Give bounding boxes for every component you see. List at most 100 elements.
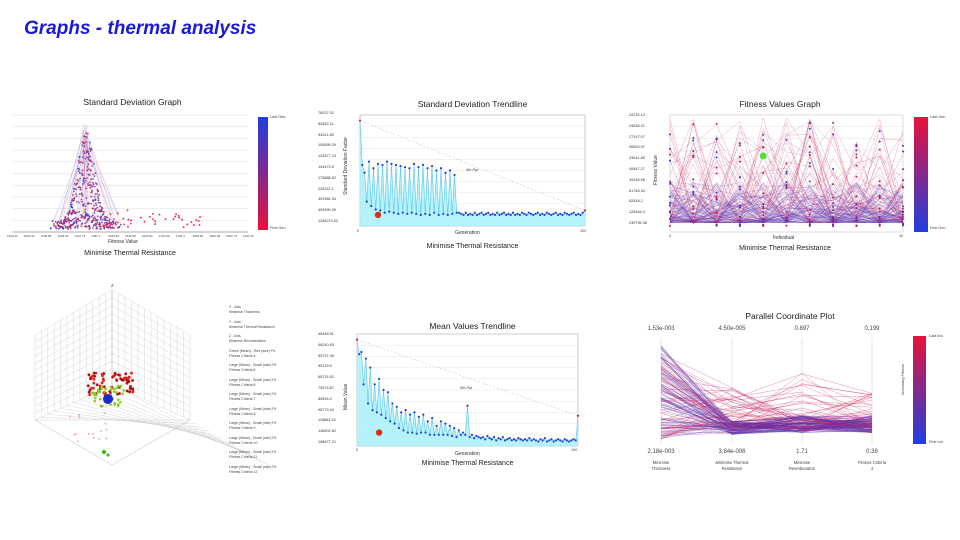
data-point	[738, 144, 741, 147]
trend-line	[356, 339, 579, 416]
data-point	[76, 226, 79, 229]
data-point	[158, 213, 161, 216]
data-point	[419, 213, 422, 216]
series-line	[82, 150, 86, 219]
y-tick-label: 94241.80	[318, 132, 334, 137]
gridline	[34, 289, 113, 336]
data-point	[832, 133, 835, 136]
data-point	[87, 218, 89, 221]
data-point	[692, 150, 695, 153]
data-point	[785, 219, 788, 222]
data-point	[692, 220, 695, 223]
data-point	[808, 121, 811, 124]
data-point	[417, 415, 420, 418]
y-tick-label: 73974.87	[318, 385, 334, 390]
data-point	[75, 193, 78, 195]
data-point	[419, 431, 423, 434]
data-point	[80, 225, 83, 228]
series-line	[669, 184, 904, 223]
data-point	[428, 213, 431, 216]
data-point	[49, 227, 52, 229]
data-point	[76, 182, 78, 185]
series-line	[669, 139, 904, 223]
data-point	[855, 219, 858, 222]
data-point	[415, 432, 418, 435]
y-tick-label: 33041.83	[629, 156, 645, 161]
data-point	[73, 187, 75, 190]
data-point	[491, 212, 494, 215]
data-point	[561, 440, 564, 443]
data-point	[61, 225, 64, 228]
data-point	[552, 440, 555, 443]
series-line	[67, 127, 85, 222]
data-point	[81, 203, 84, 206]
data-point	[538, 213, 542, 216]
x-axis-label: Fitness Value	[108, 239, 138, 245]
data-point	[112, 218, 115, 221]
colorbar	[914, 117, 928, 232]
data-point	[451, 212, 454, 215]
series-line	[660, 399, 873, 424]
data-point	[192, 224, 195, 227]
data-point	[738, 206, 741, 209]
y-tick-label: 27197.07	[629, 134, 645, 139]
data-point	[58, 225, 61, 227]
data-point	[106, 219, 109, 222]
data-point	[67, 219, 70, 221]
y-tick-label: 49240.63	[318, 342, 334, 347]
x-tick-end: 100	[580, 229, 587, 233]
series-line	[669, 207, 904, 223]
data-point	[832, 221, 835, 224]
series-line	[669, 189, 904, 223]
data-point	[92, 162, 95, 165]
gridline	[111, 368, 191, 407]
data-point	[370, 204, 373, 208]
data-point	[91, 164, 94, 167]
series-line	[669, 132, 904, 223]
data-point	[98, 390, 102, 393]
data-point	[116, 212, 119, 215]
data-point	[902, 186, 904, 189]
data-point	[435, 169, 438, 172]
data-point	[376, 162, 380, 165]
x-tick-label: 2102.16	[243, 234, 254, 238]
data-point	[98, 437, 101, 440]
series-line	[669, 188, 904, 223]
data-point	[177, 214, 180, 217]
data-point	[527, 211, 530, 214]
data-point	[358, 353, 361, 356]
data-point	[369, 366, 372, 369]
data-point	[53, 224, 55, 227]
data-point	[84, 157, 87, 160]
y-tick-label: 98773.44	[318, 407, 334, 412]
data-point	[902, 213, 904, 216]
series-line	[660, 371, 873, 429]
x-tick-end: 100	[571, 448, 578, 452]
data-point	[422, 413, 425, 416]
series-line	[660, 405, 873, 435]
data-point	[715, 220, 718, 223]
data-point	[424, 212, 427, 215]
data-point	[692, 154, 695, 157]
data-point	[442, 433, 445, 436]
data-point	[85, 221, 88, 223]
data-point	[100, 206, 103, 209]
data-point	[394, 163, 398, 167]
data-point	[60, 222, 63, 225]
data-point	[81, 200, 83, 203]
data-point	[94, 199, 97, 202]
series-line	[669, 118, 904, 222]
x-tick-label: 1400.11	[7, 234, 18, 238]
data-point	[99, 210, 102, 213]
data-point	[372, 167, 375, 170]
y-tick-label: 148502.82	[318, 429, 336, 434]
data-point	[371, 409, 374, 412]
data-point	[457, 429, 460, 432]
data-point	[541, 439, 544, 442]
data-point	[545, 440, 549, 443]
data-point	[738, 223, 741, 226]
data-point	[96, 221, 99, 224]
data-point	[97, 197, 100, 200]
data-point	[58, 227, 60, 230]
data-point	[855, 149, 858, 152]
